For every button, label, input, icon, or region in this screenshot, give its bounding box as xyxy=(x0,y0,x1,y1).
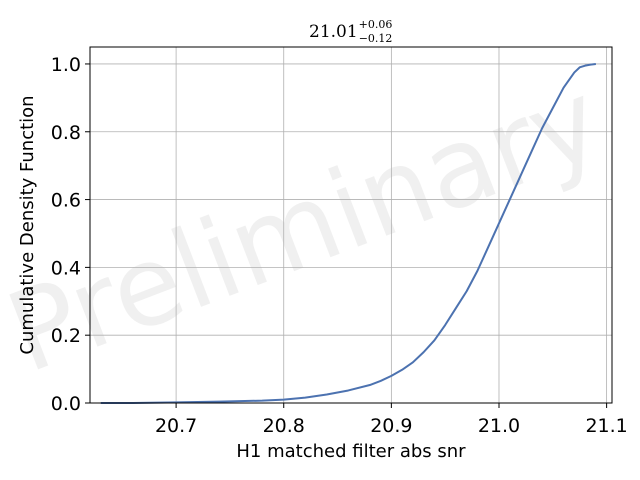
x-tick-label: 21.1 xyxy=(585,415,627,437)
y-tick-label: 0.6 xyxy=(51,190,81,212)
y-tick-label: 0.4 xyxy=(51,257,81,279)
x-axis-label: H1 matched filter abs snr xyxy=(236,441,466,462)
title-superscript: +0.06 xyxy=(359,18,393,31)
y-axis-label: Cumulative Density Function xyxy=(17,95,38,354)
title-value: 21.01 xyxy=(309,22,358,42)
title-subscript: −0.12 xyxy=(359,32,393,45)
x-tick-label: 20.7 xyxy=(155,415,197,437)
chart-title: 21.01+0.06 −0.12 xyxy=(309,18,392,45)
x-tick-label: 20.8 xyxy=(263,415,305,437)
y-tick-label: 1.0 xyxy=(51,54,81,76)
watermark-text: Preliminary xyxy=(0,55,617,397)
cdf-line xyxy=(100,62,596,404)
y-tick-label: 0.8 xyxy=(51,122,81,144)
x-tick-label: 21.0 xyxy=(478,415,520,437)
plot-frame xyxy=(89,46,613,404)
y-tick-label: 0.2 xyxy=(51,325,81,347)
y-tick-label: 0.0 xyxy=(51,393,81,415)
x-tick-label: 20.9 xyxy=(370,415,412,437)
